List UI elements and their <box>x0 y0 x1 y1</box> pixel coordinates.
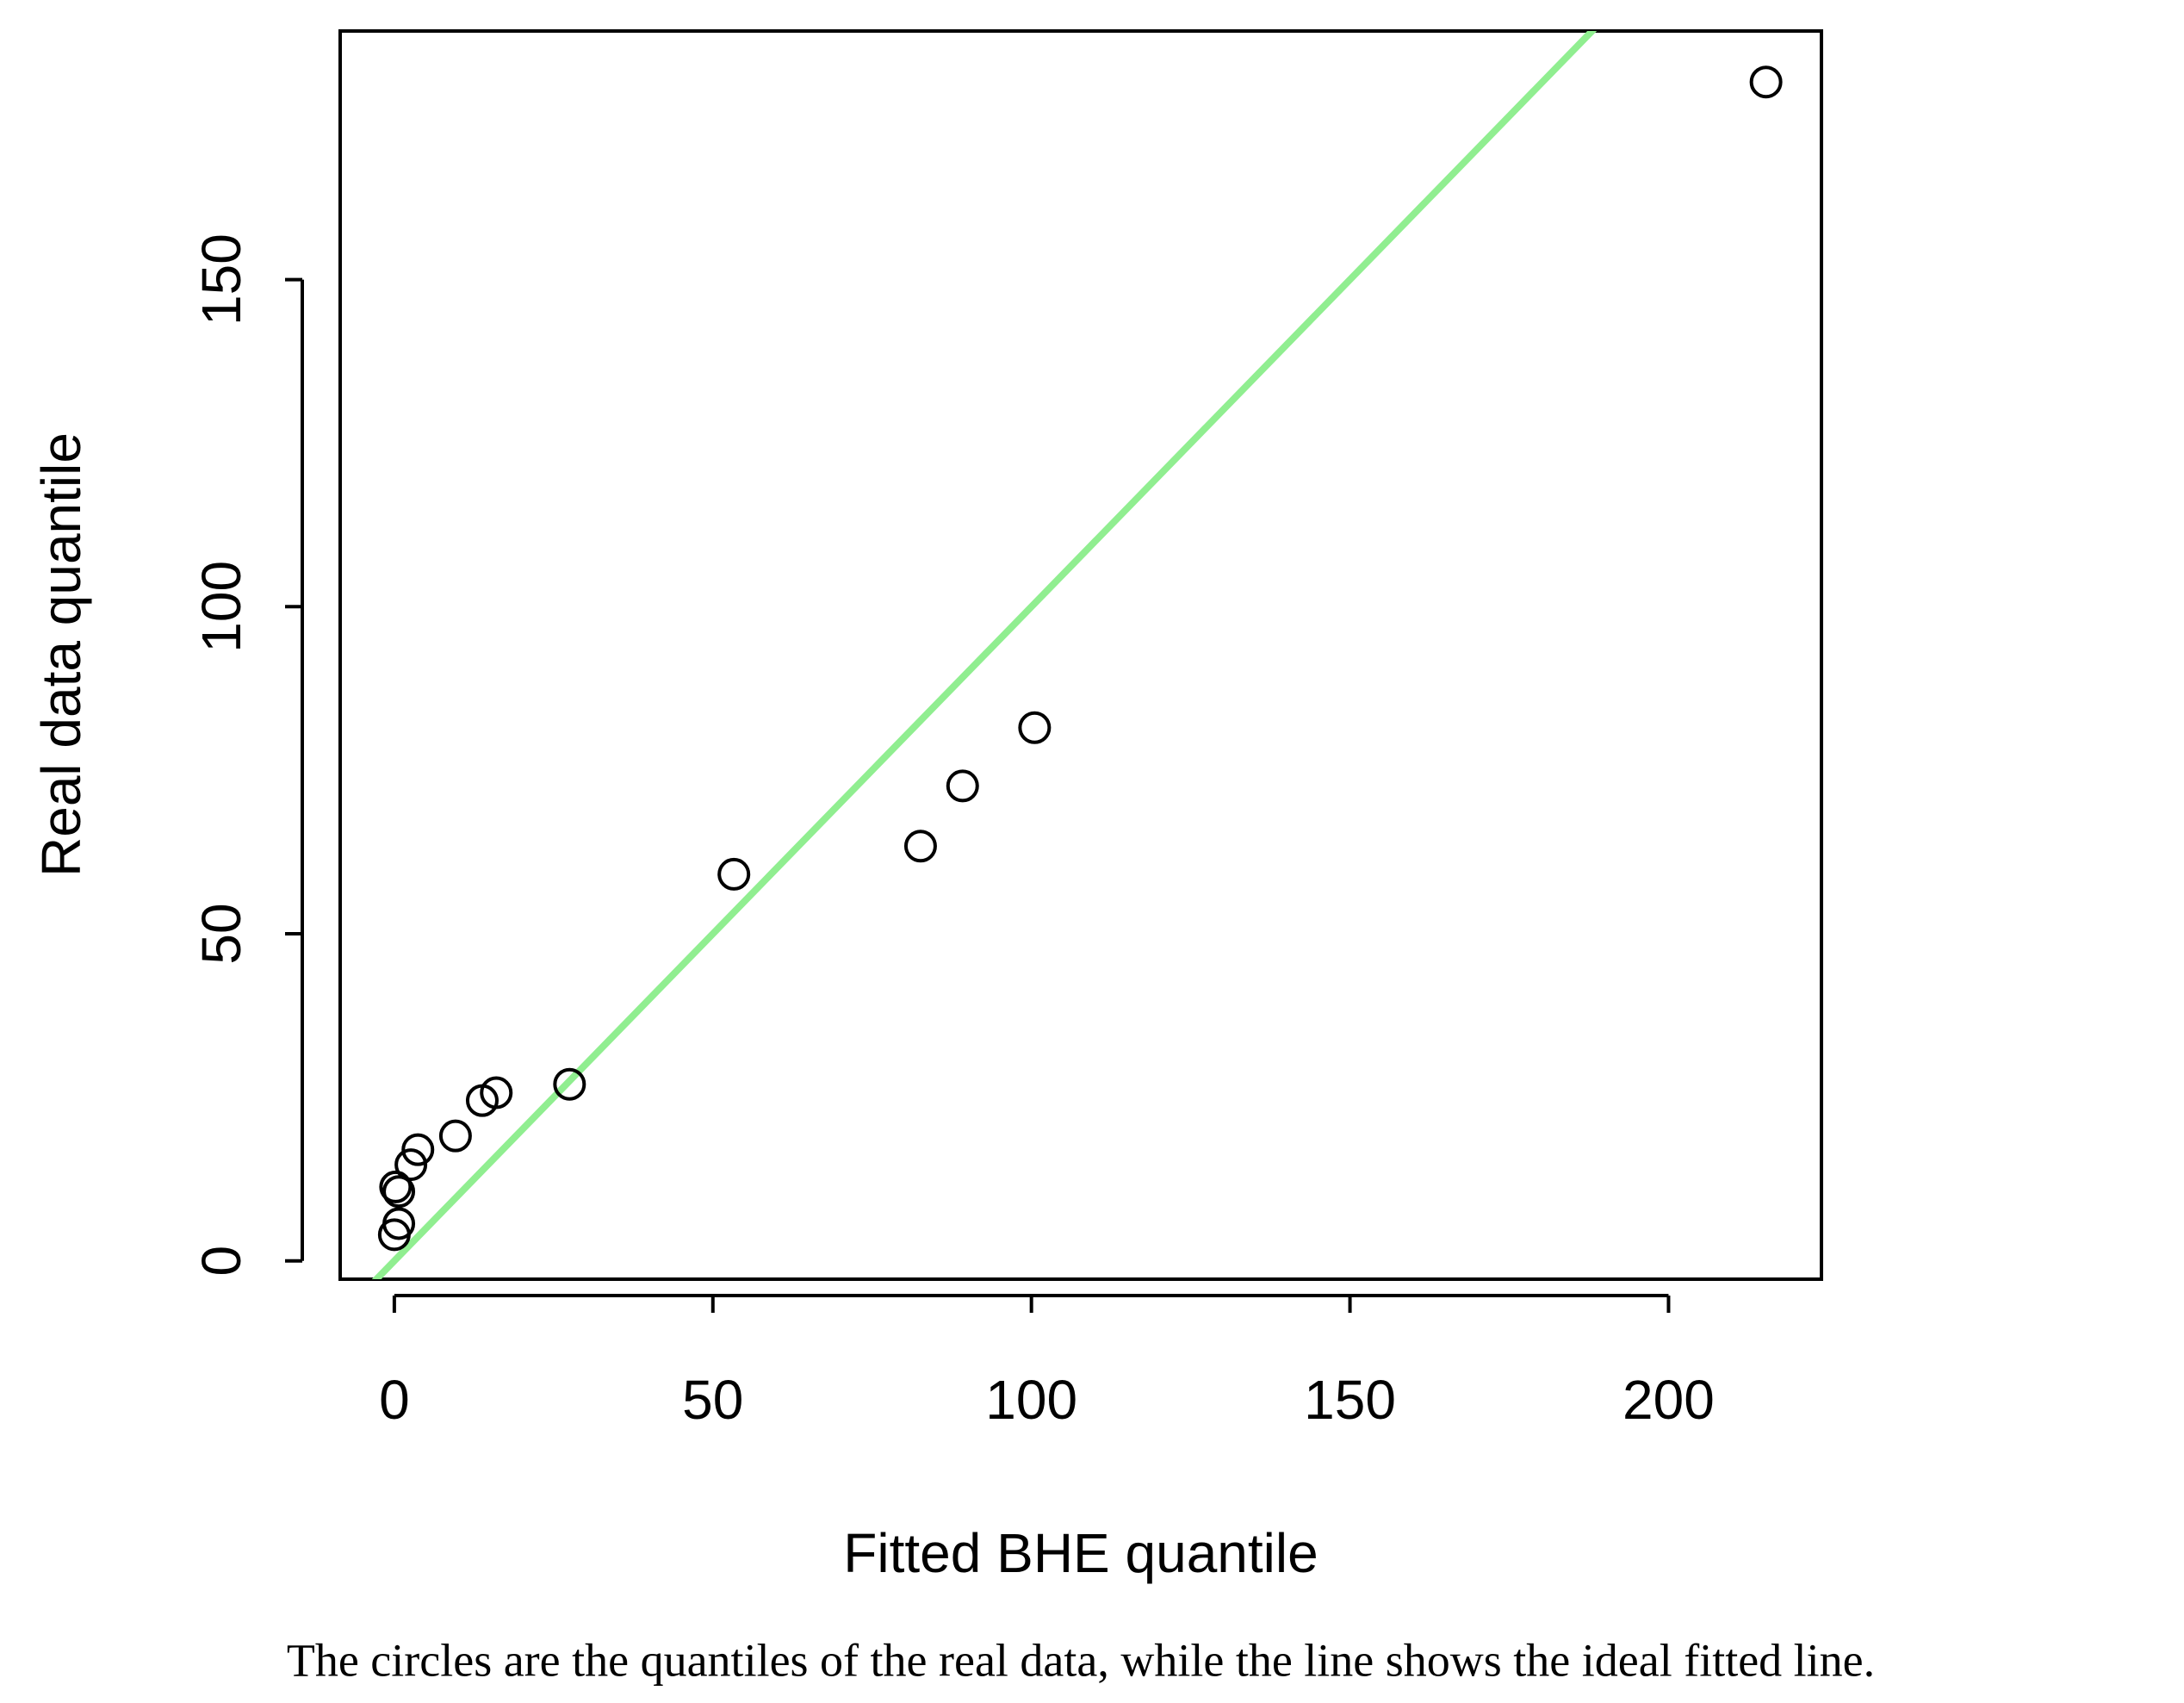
caption: The circles are the quantiles of the rea… <box>287 1634 1875 1686</box>
y-tick-label: 0 <box>190 1246 252 1277</box>
point <box>903 830 937 863</box>
x-tick-label: 0 <box>379 1369 410 1431</box>
x-tick-label: 200 <box>1622 1369 1715 1431</box>
y-tick-label: 100 <box>190 561 252 653</box>
point <box>382 1175 416 1209</box>
point <box>553 1067 586 1101</box>
point <box>379 1170 413 1203</box>
x-tick-label: 50 <box>682 1369 743 1431</box>
reference-line <box>371 31 1598 1279</box>
y-tick-label: 150 <box>190 233 252 326</box>
y-axis-title: Real data quantile <box>30 432 92 877</box>
point <box>1749 65 1783 99</box>
point <box>717 857 751 891</box>
point <box>946 769 979 803</box>
y-tick-label: 50 <box>190 903 252 964</box>
point <box>394 1148 428 1182</box>
point <box>377 1218 411 1252</box>
point <box>438 1119 472 1153</box>
point <box>401 1133 435 1166</box>
x-tick-label: 100 <box>985 1369 1077 1431</box>
point <box>465 1084 499 1117</box>
plot-area <box>371 31 1783 1279</box>
point <box>1018 711 1052 744</box>
plot-box <box>338 29 1823 1281</box>
x-tick-label: 150 <box>1304 1369 1396 1431</box>
x-axis-title: Fitted BHE quantile <box>843 1522 1318 1584</box>
